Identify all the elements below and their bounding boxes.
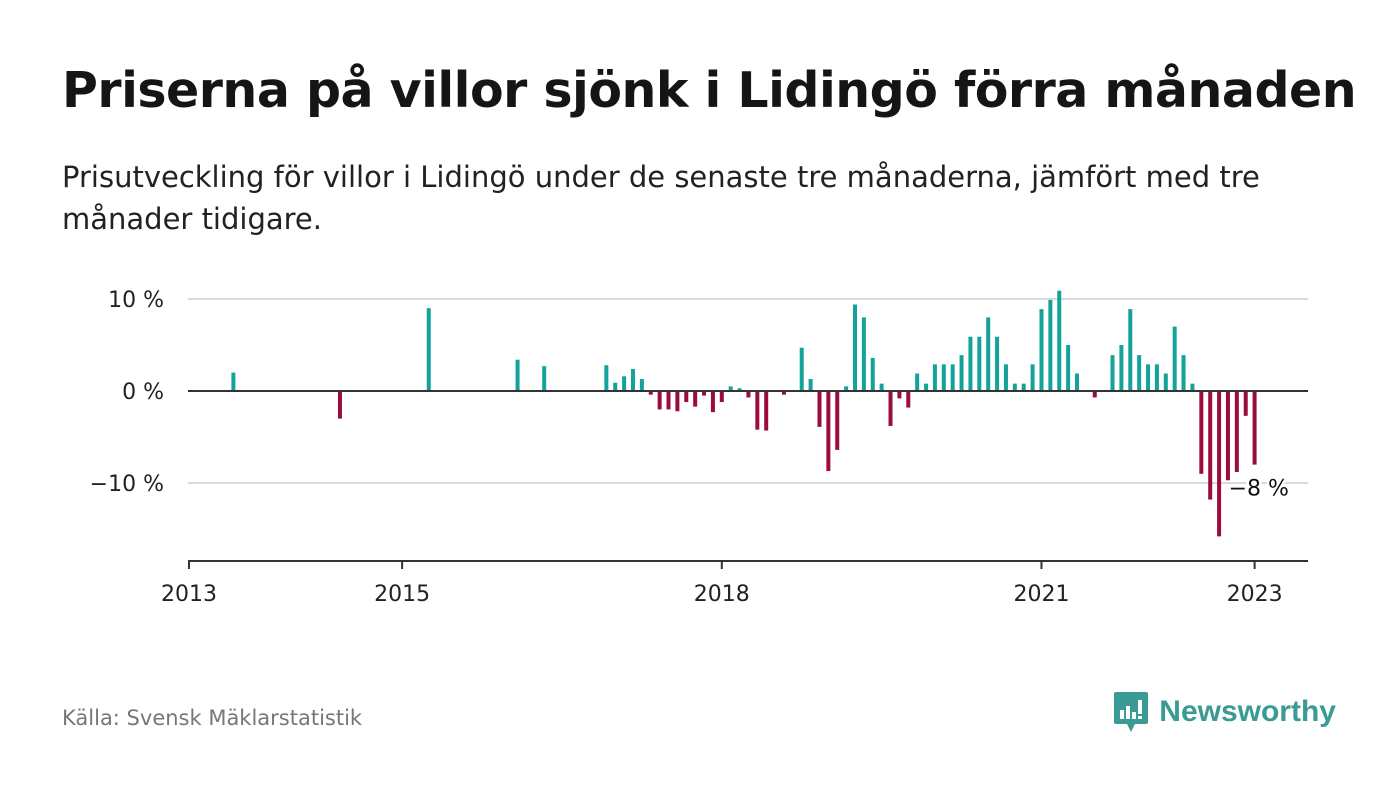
y-tick-label: 10 %: [108, 288, 164, 313]
bar: [1075, 373, 1079, 391]
bar: [1172, 326, 1177, 391]
bar: [1243, 391, 1248, 416]
bar: [879, 383, 884, 391]
source-note: Källa: Svensk Mäklarstatistik: [62, 706, 363, 730]
bar: [915, 373, 920, 391]
bar: [932, 364, 937, 391]
x-axis: 2013 2015 2018 2021 2023: [161, 560, 1308, 607]
bar: [542, 366, 547, 391]
bar: [1137, 355, 1142, 391]
bar: [906, 391, 911, 408]
bar: [826, 391, 831, 472]
bar: [1003, 364, 1008, 391]
bar: [604, 365, 609, 391]
chart-subtitle: Prisutveckling för villor i Lidingö unde…: [62, 160, 1260, 236]
x-tick-label: 2013: [161, 582, 217, 607]
bar: [1199, 391, 1204, 474]
bar: [1057, 290, 1062, 391]
bar: [657, 391, 662, 410]
bar: [924, 383, 929, 391]
bar: [631, 368, 635, 391]
bar: [1030, 364, 1035, 391]
bar: [1154, 364, 1159, 391]
bar: [710, 391, 715, 413]
bar: [977, 336, 982, 391]
bar: [870, 357, 875, 391]
brand-name: Newsworthy: [1159, 695, 1336, 728]
bar: [1092, 391, 1097, 398]
x-tick-label: 2015: [374, 582, 430, 607]
bar: [684, 391, 689, 403]
bar: [968, 336, 973, 391]
bar: [1128, 309, 1133, 391]
bar: [1066, 345, 1071, 391]
bar: [746, 391, 751, 398]
bar: [781, 391, 786, 395]
newsworthy-brand: Newsworthy: [1113, 690, 1336, 734]
bar: [986, 317, 991, 391]
y-axis: 10 % 0 % −10 %: [90, 288, 164, 497]
bar: [861, 317, 866, 391]
bar: [853, 304, 857, 391]
x-tick-label: 2023: [1227, 582, 1283, 607]
bar: [1234, 391, 1239, 472]
bar: [719, 391, 724, 403]
bar: [755, 391, 760, 430]
bar: [817, 391, 822, 427]
bar: [1119, 345, 1124, 391]
bar: [622, 376, 627, 391]
bar: [1039, 309, 1044, 391]
bar: [808, 379, 813, 391]
bar: [950, 364, 955, 391]
bar: [1252, 391, 1257, 465]
bar: [702, 391, 707, 396]
bar: [995, 336, 1000, 391]
bar: [844, 386, 849, 391]
bar: [799, 347, 804, 391]
bar: [959, 355, 964, 391]
bar: [1208, 391, 1213, 500]
bar: [639, 379, 644, 391]
bar: [1146, 364, 1151, 391]
bar: [613, 382, 618, 391]
bar: [1110, 355, 1115, 391]
x-tick-label: 2018: [694, 582, 750, 607]
newsworthy-logo-icon: [1114, 692, 1149, 732]
bar: [1181, 355, 1186, 391]
bar: [835, 391, 840, 450]
bars: [188, 290, 1308, 537]
bar: [1190, 383, 1195, 391]
bar: [1225, 391, 1230, 481]
bar: [231, 372, 236, 391]
last-value-label: −8 %: [1229, 477, 1289, 502]
bar: [1021, 383, 1026, 391]
bar: [737, 388, 742, 391]
bar: [666, 391, 671, 410]
bar: [897, 391, 902, 399]
bar: [941, 364, 946, 391]
chart-title: Priserna på villor sjönk i Lidingö förra…: [62, 62, 1357, 119]
bar: [728, 386, 733, 391]
bar: [648, 391, 653, 395]
y-tick-label: −10 %: [90, 472, 164, 497]
bar: [1217, 391, 1222, 537]
bar: [693, 391, 698, 407]
bar: [337, 391, 342, 419]
bar: [426, 308, 431, 391]
bar: [1163, 373, 1168, 391]
annotations: −8 %: [1226, 474, 1291, 504]
bar: [888, 391, 893, 426]
grid-lines: [188, 298, 1308, 484]
bar: [1012, 383, 1017, 391]
bar: [764, 391, 769, 431]
bar: [675, 391, 680, 412]
x-tick-label: 2021: [1013, 582, 1069, 607]
bar: [515, 359, 520, 391]
bar: [1048, 299, 1053, 391]
bar-chart: 10 % 0 % −10 % 2013 2015 2018 2021 2023 −8 %: [90, 288, 1308, 607]
y-tick-label: 0 %: [122, 380, 164, 405]
